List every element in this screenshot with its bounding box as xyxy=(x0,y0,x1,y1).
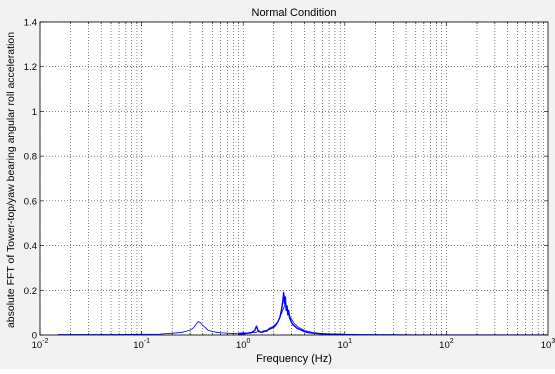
x-tick-label: 10-1 xyxy=(133,338,150,351)
series-lines xyxy=(57,291,548,336)
y-tick-label: 0.6 xyxy=(24,196,37,207)
grid xyxy=(39,21,548,336)
plot-area xyxy=(40,22,548,335)
y-tick-label: 1.2 xyxy=(24,62,37,73)
y-tick-label: 0 xyxy=(32,331,37,342)
x-tick-label: 102 xyxy=(439,338,454,351)
chart-title: Normal Condition xyxy=(252,7,337,19)
y-tick-label: 1.4 xyxy=(24,18,37,29)
y-tick-labels: 0 0.2 0.4 0.6 0.8 1 1.2 1.4 xyxy=(24,18,37,342)
x-tick-label: 101 xyxy=(338,338,353,351)
x-axis-label: Frequency (Hz) xyxy=(256,353,332,365)
series-line-2 xyxy=(238,291,345,336)
plot-frame xyxy=(39,21,549,336)
x-tick-label: 10-2 xyxy=(32,338,49,351)
y-tick-label: 1 xyxy=(32,107,37,118)
x-tick-labels: 10-2 10-1 100 101 102 103 xyxy=(32,338,555,351)
y-tick-label: 0.2 xyxy=(24,286,37,297)
y-axis-label: absolute FFT of Tower-top/yaw bearing an… xyxy=(5,32,17,328)
x-tick-label: 103 xyxy=(541,338,555,351)
ticks xyxy=(39,21,548,336)
x-tick-label: 100 xyxy=(236,338,251,351)
y-tick-label: 0.4 xyxy=(24,241,37,252)
y-tick-label: 0.8 xyxy=(24,152,37,163)
